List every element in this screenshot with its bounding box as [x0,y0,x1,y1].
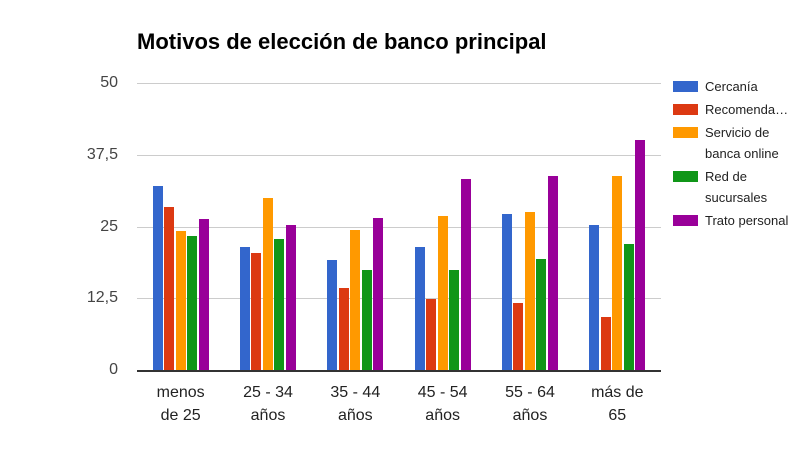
x-category-label: más de 65 [574,381,661,427]
x-category-label-line: años [425,407,460,424]
bar [373,217,384,370]
bar [589,224,600,370]
gridline [137,226,661,228]
x-category-label-line: 65 [608,407,627,424]
y-tick-label: 12,5 [86,289,118,307]
bar [327,259,338,370]
x-axis-labels: menos de 25 25 - 34 años 35 - 44 años 45 - 54 a… [137,381,661,427]
bar [524,211,535,370]
y-tick-label: 0 [109,361,118,378]
legend-swatch [673,104,698,115]
bar [361,270,372,370]
legend-label: Red de sucursales [705,169,768,205]
bar-group [239,83,296,370]
chart-title: Motivos de elección de banco principal [137,29,547,54]
bar [449,269,460,370]
legend-item: Servicio de banca online [673,122,795,164]
x-category-label-line: menos [156,384,205,401]
bar [600,317,611,370]
x-category-label-line: años [337,407,373,424]
y-tick-label: 25 [100,217,118,235]
x-category-label-line: 25 - 34 [243,384,293,401]
x-category-label: 55 - 64 años [486,381,573,427]
x-category-label-line: años [250,407,286,424]
legend-swatch [673,215,698,226]
x-category-label-line: más de [591,384,644,401]
bar [251,253,262,370]
legend-label: Servicio de banca online [705,125,779,161]
legend-swatch [673,81,698,92]
x-category-label-line: años [512,407,548,424]
bar-groups [137,83,661,370]
gridline [137,83,661,84]
bar-group [414,83,471,370]
legend-item: Red de sucursales [673,166,795,208]
bar [338,287,349,370]
gridline [137,298,661,300]
x-category-label: 45 - 54 años [399,381,486,427]
legend: Cercanía Recomenda… Servicio de banca onli… [673,76,795,233]
x-category-label-line: 35 - 44 [330,384,381,401]
legend-label: Trato personal [705,213,789,228]
legend-swatch [673,127,698,138]
bar [175,230,186,370]
x-category-label-line: 45 - 54 [417,384,468,401]
gridline [137,154,661,156]
bar [285,224,296,370]
bar [513,303,524,370]
legend-label: Cercanía [705,79,758,94]
bar [239,246,250,370]
bar [164,206,175,370]
bar [547,176,558,370]
legend-item: Trato personal [673,210,795,231]
x-category-label: 25 - 34 años [224,381,311,427]
bar [536,258,547,370]
bar-group [327,83,384,370]
bar [612,176,623,370]
bar-group [152,83,209,370]
bar [350,229,361,370]
bar-group [501,83,558,370]
x-category-label: 35 - 44 años [312,381,399,427]
bar [501,213,512,370]
x-category-label-line: de 25 [160,407,201,424]
bar-group [589,83,646,370]
bar [274,238,285,370]
legend-item: Cercanía [673,76,795,97]
x-category-label-line: 55 - 64 [505,384,555,401]
bar [414,247,425,370]
x-category-label: menos de 25 [137,381,224,427]
legend-label: Recomenda… [705,102,789,117]
bar [198,219,209,370]
bar [426,298,437,370]
y-tick-label: 37,5 [86,145,118,163]
bar [262,197,273,370]
bar [437,215,448,370]
bar [460,179,471,370]
plot-area [137,83,661,372]
bar [152,185,163,370]
y-tick-label: 50 [100,74,118,91]
bar [635,139,646,370]
bar [623,243,634,370]
bar [187,236,198,370]
legend-item: Recomenda… [673,99,795,120]
legend-swatch [673,171,698,182]
